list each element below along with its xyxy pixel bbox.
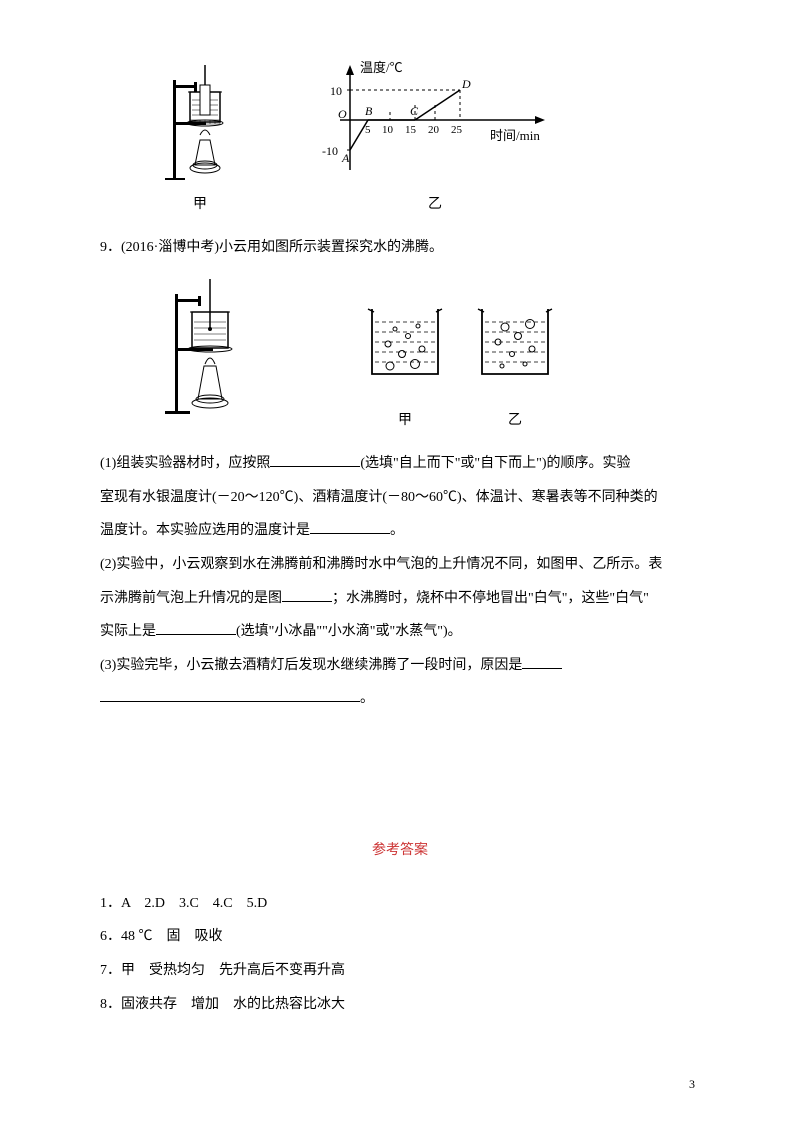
- q9-p1a: (1)组装实验器材时，应按照: [100, 456, 270, 471]
- q9-p2d: 实际上是: [100, 624, 156, 639]
- figure1-apparatus-label: 甲: [150, 190, 250, 221]
- svg-text:10: 10: [382, 124, 394, 136]
- q9-p2b: 示沸腾前气泡上升情况的是图: [100, 591, 282, 606]
- answers-block: 1．A 2.D 3.C 4.C 5.D 6．48 ℃ 固 吸收 7．甲 受热均匀…: [100, 887, 700, 1021]
- beaker-yi-label: 乙: [470, 406, 560, 437]
- q9-number: 9．: [100, 240, 121, 255]
- figure1-row: 甲 10 -10 O 5 10 15 20 2: [150, 50, 700, 221]
- q9-p2a: (2)实验中，小云观察到水在沸腾前和沸腾时水中气泡的上升情况不同，如图甲、乙所示…: [100, 548, 700, 582]
- blank-2: [310, 519, 390, 534]
- svg-text:D: D: [461, 77, 471, 91]
- beaker-jia-label: 甲: [360, 406, 450, 437]
- apparatus-svg: [150, 50, 250, 190]
- q9-p1e: 。: [390, 523, 404, 538]
- beaker-yi-svg: [470, 294, 560, 394]
- svg-text:O: O: [338, 107, 347, 121]
- blank-4: [156, 620, 236, 635]
- q9-text: 9．(2016·淄博中考)小云用如图所示装置探究水的沸腾。: [100, 231, 700, 265]
- blank-5a: [522, 654, 562, 669]
- svg-text:B: B: [365, 104, 373, 118]
- chart-svg: 10 -10 O 5 10 15 20 25: [310, 50, 560, 190]
- svg-text:A: A: [341, 151, 350, 165]
- q9-p2e: (选填"小冰晶""小水滴"或"水蒸气")。: [236, 624, 462, 639]
- q9-p2c: ；水沸腾时，烧杯中不停地冒出"白气"，这些"白气": [332, 591, 649, 606]
- svg-text:25: 25: [451, 124, 463, 136]
- q9-part2b-row: 示沸腾前气泡上升情况的是图 ；水沸腾时，烧杯中不停地冒出"白气"，这些"白气": [100, 582, 700, 616]
- q9-cite: (2016·淄博中考): [121, 240, 219, 255]
- blank-5b: [100, 687, 360, 702]
- q9-part2d-row: 实际上是 (选填"小冰晶""小水滴"或"水蒸气")。: [100, 615, 700, 649]
- ans-line1: 1．A 2.D 3.C 4.C 5.D: [100, 887, 700, 921]
- ans-line4: 8．固液共存 增加 水的比热容比冰大: [100, 988, 700, 1022]
- q9-p1d: 温度计。本实验应选用的温度计是: [100, 523, 310, 538]
- q9-beakers: 甲: [360, 294, 560, 438]
- ans-line2: 6．48 ℃ 固 吸收: [100, 920, 700, 954]
- q9-p3a: (3)实验完毕，小云撤去酒精灯后发现水继续沸腾了一段时间，原因是: [100, 658, 522, 673]
- svg-text:5: 5: [365, 124, 371, 136]
- svg-text:-10: -10: [322, 144, 338, 158]
- blank-3: [282, 587, 332, 602]
- q9-part3b-row: 。: [100, 682, 700, 716]
- q9-part3-row: (3)实验完毕，小云撤去酒精灯后发现水继续沸腾了一段时间，原因是: [100, 649, 700, 683]
- q9-figures: 甲: [150, 264, 700, 437]
- ans-line3: 7．甲 受热均匀 先升高后不变再升高: [100, 954, 700, 988]
- q9-apparatus: [150, 264, 260, 437]
- q9-p3b: 。: [360, 691, 374, 706]
- svg-text:10: 10: [330, 84, 342, 98]
- q9-part1d-row: 温度计。本实验应选用的温度计是 。: [100, 514, 700, 548]
- svg-text:时间/min: 时间/min: [490, 128, 540, 143]
- figure1-chart-label: 乙: [310, 190, 560, 221]
- q9-apparatus-svg: [150, 264, 260, 424]
- svg-text:温度/℃: 温度/℃: [360, 60, 403, 75]
- svg-text:20: 20: [428, 124, 440, 136]
- beaker-jia-svg: [360, 294, 450, 394]
- svg-text:C: C: [410, 104, 419, 118]
- figure1-apparatus: 甲: [150, 50, 250, 221]
- figure1-chart: 10 -10 O 5 10 15 20 25: [310, 50, 560, 221]
- svg-text:15: 15: [405, 124, 417, 136]
- q9-part1: (1)组装实验器材时，应按照 (选填"自上而下"或"自下而上")的顺序。实验: [100, 447, 700, 481]
- q9-p1c: 室现有水银温度计(－20～120℃)、酒精温度计(－80～60℃)、体温计、寒暑…: [100, 481, 700, 515]
- blank-1: [270, 452, 360, 467]
- answers-title: 参考答案: [100, 836, 700, 867]
- page-number: 3: [100, 1071, 700, 1097]
- q9-intro: 小云用如图所示装置探究水的沸腾。: [219, 240, 443, 255]
- q9-p1b: (选填"自上而下"或"自下而上")的顺序。实验: [360, 456, 630, 471]
